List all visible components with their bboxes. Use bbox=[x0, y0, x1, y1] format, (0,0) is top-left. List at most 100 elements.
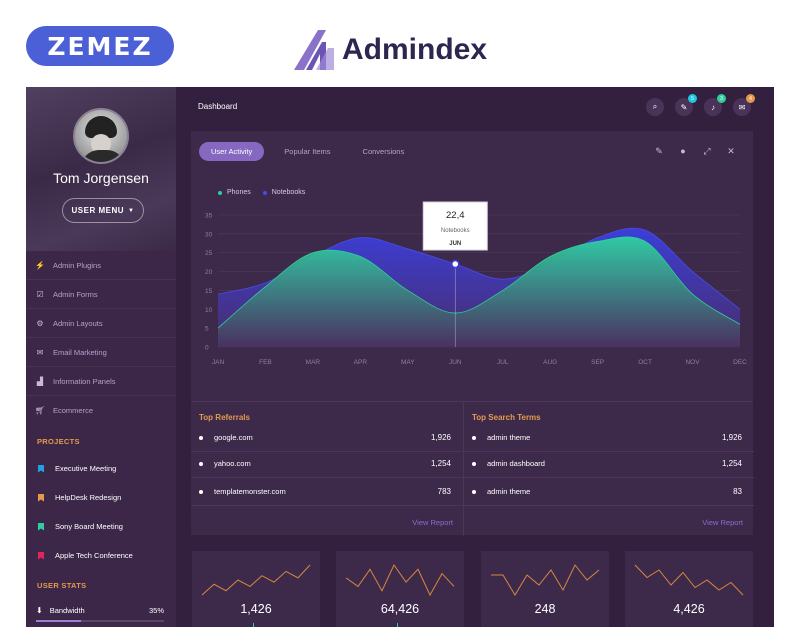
sidebar-item-admin-plugins[interactable]: ⚡ Admin Plugins bbox=[26, 251, 176, 280]
project-item-helpdesk-redesign[interactable]: HelpDesk Redesign bbox=[26, 483, 176, 512]
view-report-link[interactable]: View Report bbox=[702, 518, 743, 527]
tab-popular-items[interactable]: Popular Items bbox=[284, 147, 331, 156]
tab-conversions[interactable]: Conversions bbox=[362, 147, 405, 156]
avatar[interactable] bbox=[73, 108, 129, 164]
project-item-sony-board-meeting[interactable]: Sony Board Meeting bbox=[26, 512, 176, 541]
tooltip-month: JUN bbox=[449, 241, 461, 247]
pencil-icon[interactable]: ✎ bbox=[655, 146, 663, 156]
topbar: Dashboard ⌕ ✎ 5 ♪ 3 ✉ 4 bbox=[176, 87, 774, 129]
envelope-icon: ✉ bbox=[36, 347, 44, 357]
mini-stat-card: 1,426 bbox=[192, 551, 320, 627]
legend-item-phones[interactable]: Phones bbox=[218, 189, 251, 196]
list-item[interactable]: admin theme 83 bbox=[472, 487, 742, 496]
admin-app: Tom Jorgensen USER MENU ▼ ⚡ Admin Plugin… bbox=[26, 87, 774, 627]
list-item[interactable]: templatemonster.com 783 bbox=[199, 487, 451, 496]
sparkline-line bbox=[201, 564, 311, 596]
search-term-value: 83 bbox=[733, 487, 742, 496]
sparkline-line bbox=[491, 564, 600, 596]
card-tools: ✎ ● ⤢ ✕ bbox=[647, 146, 743, 157]
bandwidth-label: Bandwidth bbox=[49, 606, 85, 615]
y-tick-label: 25 bbox=[205, 250, 213, 257]
chat-badge: 4 bbox=[746, 94, 755, 103]
top-referrals-title: Top Referrals bbox=[199, 413, 250, 422]
list-item[interactable]: admin theme 1,926 bbox=[472, 433, 742, 442]
sidebar-item-email-marketing[interactable]: ✉ Email Marketing bbox=[26, 338, 176, 367]
bandwidth-stat: ⬇ Bandwidth 35% bbox=[36, 606, 164, 615]
bell-icon: ♪ bbox=[711, 102, 715, 112]
y-tick-label: 10 bbox=[205, 307, 213, 314]
x-tick-label: SEP bbox=[591, 359, 604, 366]
sidebar: Tom Jorgensen USER MENU ▼ ⚡ Admin Plugin… bbox=[26, 87, 176, 627]
list-item[interactable]: yahoo.com 1,254 bbox=[199, 459, 451, 468]
sidebar-item-admin-layouts[interactable]: ⚙ Admin Layouts bbox=[26, 309, 176, 338]
project-item-apple-tech-conference[interactable]: Apple Tech Conference bbox=[26, 541, 176, 570]
mini-stat-card: 64,426 bbox=[336, 551, 464, 627]
chart-tooltip bbox=[422, 201, 488, 251]
wand-badge: 5 bbox=[688, 94, 697, 103]
top-referrals-panel: Top Referrals google.com 1,926 yahoo.com 1… bbox=[191, 402, 463, 536]
tab-user-activity[interactable]: User Activity bbox=[199, 142, 265, 161]
list-item[interactable]: google.com 1,926 bbox=[199, 433, 451, 442]
sidebar-item-admin-forms[interactable]: ☑ Admin Forms bbox=[26, 280, 176, 309]
search-icon: ⌕ bbox=[652, 102, 658, 111]
sidebar-item-ecommerce[interactable]: 🛒︎ Ecommerce bbox=[26, 396, 176, 425]
series-area-phones bbox=[218, 236, 740, 347]
check-square-icon: ☑ bbox=[36, 289, 44, 299]
sparkline bbox=[201, 564, 311, 596]
legend-item-notebooks[interactable]: Notebooks bbox=[262, 189, 305, 196]
wand-button[interactable]: ✎ 5 bbox=[675, 94, 697, 116]
search-term-name: admin theme bbox=[487, 433, 531, 442]
sparkline bbox=[491, 564, 600, 596]
referral-value: 1,254 bbox=[430, 459, 451, 468]
user-stats-heading: USER STATS bbox=[37, 581, 87, 590]
bolt-icon: ⚡ bbox=[35, 260, 45, 270]
bookmark-icon bbox=[38, 464, 44, 473]
referral-value: 783 bbox=[437, 487, 451, 496]
sidebar-item-information-panels[interactable]: ▟ Information Panels bbox=[26, 367, 176, 396]
sidebar-item-label: Admin Layouts bbox=[53, 318, 103, 328]
user-menu-label: USER MENU bbox=[71, 206, 125, 215]
activity-card: User Activity Popular Items Conversions … bbox=[191, 131, 754, 536]
admindex-logo-text: Admindex bbox=[342, 33, 488, 66]
bandwidth-progress bbox=[36, 620, 164, 622]
view-report-link[interactable]: View Report bbox=[412, 518, 453, 527]
tooltip-value: 22,4 bbox=[446, 210, 465, 221]
search-term-value: 1,254 bbox=[721, 459, 742, 468]
drop-icon[interactable]: ● bbox=[680, 146, 686, 156]
bookmark-icon bbox=[38, 551, 44, 560]
legend-label: Phones bbox=[227, 189, 251, 196]
project-label: Executive Meeting bbox=[55, 464, 117, 473]
profile-panel: Tom Jorgensen USER MENU ▼ bbox=[26, 87, 176, 251]
x-tick-label: AUG bbox=[543, 359, 557, 366]
sidebar-item-label: Admin Forms bbox=[53, 289, 98, 299]
y-tick-label: 20 bbox=[205, 269, 213, 276]
sparkline-line bbox=[345, 564, 455, 597]
x-tick-label: FEB bbox=[259, 359, 272, 366]
project-label: Sony Board Meeting bbox=[55, 522, 123, 531]
project-item-executive-meeting[interactable]: Executive Meeting bbox=[26, 454, 176, 483]
x-tick-label: OCT bbox=[638, 359, 652, 366]
sidebar-item-label: Admin Plugins bbox=[53, 260, 101, 270]
search-term-value: 1,926 bbox=[721, 433, 742, 442]
sidebar-item-label: Ecommerce bbox=[53, 406, 94, 415]
bookmark-icon bbox=[38, 522, 44, 531]
referral-value: 1,926 bbox=[430, 433, 451, 442]
expand-icon[interactable]: ⤢ bbox=[703, 146, 711, 156]
cart-icon: 🛒︎ bbox=[34, 406, 46, 415]
series-line-phones bbox=[217, 236, 741, 329]
top-search-terms-title: Top Search Terms bbox=[472, 413, 541, 422]
list-item[interactable]: admin dashboard 1,254 bbox=[472, 459, 742, 468]
bell-badge: 3 bbox=[717, 94, 726, 103]
referral-name: templatemonster.com bbox=[214, 487, 286, 496]
messages-button[interactable]: ✉ 4 bbox=[733, 94, 755, 116]
user-menu-button[interactable]: USER MENU ▼ bbox=[62, 198, 144, 223]
notifications-button[interactable]: ♪ 3 bbox=[704, 94, 726, 116]
mini-stat-value: 64,426 bbox=[380, 602, 420, 616]
close-icon[interactable]: ✕ bbox=[727, 146, 735, 156]
tooltip-point[interactable] bbox=[451, 259, 460, 269]
referral-name: yahoo.com bbox=[214, 459, 251, 468]
x-tick-label: APR bbox=[354, 359, 368, 366]
search-button[interactable]: ⌕ bbox=[646, 98, 664, 116]
projects-heading: PROJECTS bbox=[37, 437, 80, 446]
admindex-logo-mark-icon bbox=[294, 30, 334, 70]
